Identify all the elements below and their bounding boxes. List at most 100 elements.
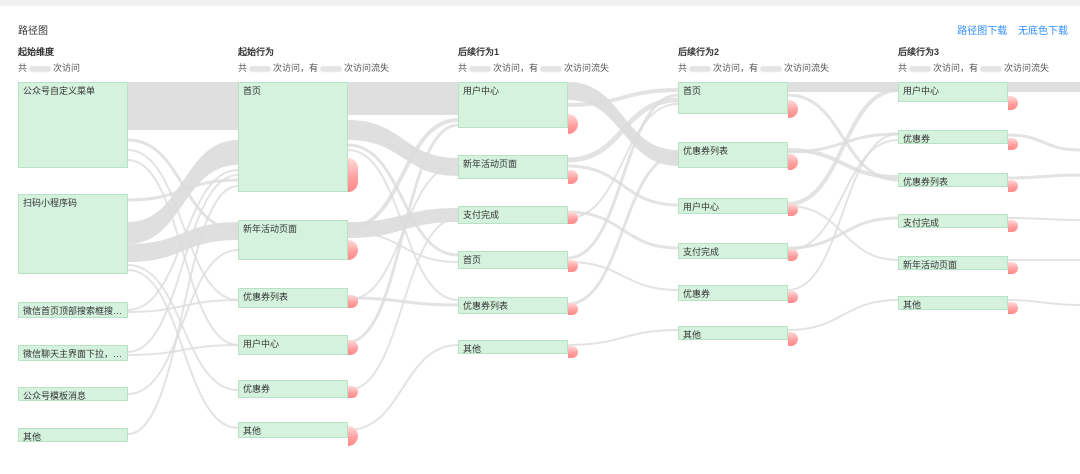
- flow-ribbon: [127, 169, 239, 311]
- flow-ribbon: [1007, 173, 1080, 180]
- flow-ribbon: [567, 93, 679, 260]
- column-summary: 共 次访问: [18, 61, 80, 74]
- summary-text: 次访问: [53, 63, 81, 73]
- loss-marker: [1008, 220, 1018, 232]
- flow-ribbon: [347, 217, 459, 391]
- loss-marker: [568, 212, 578, 224]
- node-c0-3[interactable]: 微信聊天主界面下拉，「最近...: [18, 345, 128, 361]
- node-c1-2[interactable]: 优惠券列表: [238, 288, 348, 308]
- node-c0-2[interactable]: 微信首页顶部搜索框搜索结...: [18, 302, 128, 318]
- node-c3-5[interactable]: 其他: [678, 326, 788, 340]
- masked-value: [320, 65, 343, 72]
- flow-ribbon: [127, 159, 239, 346]
- column-summary: 共 次访问，有 次访问流失: [458, 61, 609, 74]
- column-header-1: 起始行为 共 次访问，有 次访问流失: [238, 45, 389, 74]
- masked-value: [980, 65, 1003, 72]
- summary-text: 次访问流失: [564, 63, 610, 73]
- node-c3-1[interactable]: 优惠券列表: [678, 142, 788, 168]
- node-c0-0[interactable]: 公众号自定义菜单: [18, 82, 128, 168]
- loss-marker: [568, 346, 578, 358]
- node-c2-3[interactable]: 首页: [458, 251, 568, 269]
- flow-ribbon: [127, 149, 239, 301]
- loss-marker: [788, 204, 798, 216]
- flow-ribbon: [567, 329, 679, 346]
- loss-marker: [1008, 96, 1018, 110]
- flow-ribbon: [347, 231, 459, 263]
- loss-marker: [568, 260, 578, 272]
- loss-marker: [348, 295, 358, 308]
- flow-ribbon: [787, 88, 899, 206]
- node-c1-4[interactable]: 优惠券: [238, 380, 348, 398]
- node-c3-0[interactable]: 首页: [678, 82, 788, 114]
- flow-ribbon: [127, 174, 239, 353]
- flow-ribbon: [347, 164, 459, 301]
- flow-ribbon: [787, 148, 899, 179]
- flow-ribbon: [787, 139, 899, 251]
- node-c2-2[interactable]: 支付完成: [458, 206, 568, 224]
- summary-text: 次访问，有: [493, 63, 539, 73]
- loss-marker: [348, 240, 358, 260]
- flow-ribbon: [128, 140, 238, 244]
- node-c4-1[interactable]: 优惠券: [898, 130, 1008, 144]
- column-heading: 起始行为: [238, 47, 275, 57]
- node-c3-3[interactable]: 支付完成: [678, 243, 788, 259]
- summary-text: 共: [458, 63, 468, 73]
- loss-marker: [788, 291, 798, 303]
- node-c3-2[interactable]: 用户中心: [678, 198, 788, 214]
- node-c4-0[interactable]: 用户中心: [898, 82, 1008, 102]
- masked-value: [29, 65, 52, 72]
- flow-ribbon: [128, 82, 238, 130]
- flow-ribbon: [1008, 82, 1080, 92]
- node-c0-1[interactable]: 扫码小程序码: [18, 194, 128, 274]
- loss-marker: [788, 154, 798, 170]
- flow-ribbon: [127, 299, 239, 313]
- loss-marker: [348, 386, 358, 398]
- node-c2-4[interactable]: 优惠券列表: [458, 297, 568, 314]
- node-c0-5[interactable]: 其他: [18, 428, 128, 442]
- summary-text: 次访问，有: [713, 63, 759, 73]
- node-c1-5[interactable]: 其他: [238, 422, 348, 438]
- node-c2-0[interactable]: 用户中心: [458, 82, 568, 128]
- flow-ribbon: [127, 249, 239, 395]
- page-title: 路径图: [18, 26, 48, 37]
- node-c1-0[interactable]: 首页: [238, 82, 348, 192]
- download-links: 路径图下载 无底色下载: [949, 22, 1068, 37]
- flow-ribbon: [787, 299, 899, 331]
- loss-marker: [348, 158, 358, 192]
- node-c1-3[interactable]: 用户中心: [238, 335, 348, 355]
- summary-text: 次访问流失: [784, 63, 830, 73]
- column-heading: 后续行为2: [678, 47, 720, 57]
- summary-text: 次访问流失: [1004, 63, 1050, 73]
- masked-value: [909, 65, 932, 72]
- flow-ribbon: [347, 143, 459, 257]
- loss-marker: [1008, 180, 1018, 192]
- node-c2-5[interactable]: 其他: [458, 340, 568, 354]
- column-header-0: 起始维度 共 次访问: [18, 45, 80, 74]
- flow-ribbon: [347, 149, 459, 301]
- loss-marker: [788, 332, 798, 346]
- loss-marker: [348, 426, 358, 446]
- loss-marker: [1008, 262, 1018, 274]
- node-c4-2[interactable]: 优惠券列表: [898, 173, 1008, 187]
- node-c4-3[interactable]: 支付完成: [898, 214, 1008, 228]
- summary-text: 共: [898, 63, 908, 73]
- flow-ribbon: [1007, 133, 1080, 152]
- summary-text: 次访问流失: [344, 63, 390, 73]
- flow-ribbon: [127, 344, 239, 356]
- column-header-3: 后续行为2 共 次访问，有 次访问流失: [678, 45, 829, 74]
- summary-text: 共: [18, 63, 28, 73]
- loss-marker: [1008, 302, 1018, 314]
- node-c0-4[interactable]: 公众号模板消息: [18, 387, 128, 401]
- flow-ribbon: [347, 118, 459, 230]
- node-c1-1[interactable]: 新年活动页面: [238, 220, 348, 260]
- node-c4-5[interactable]: 其他: [898, 296, 1008, 310]
- flow-ribbon: [567, 153, 679, 306]
- flow-ribbon: [568, 82, 678, 166]
- column-summary: 共 次访问，有 次访问流失: [678, 61, 829, 74]
- download-path-link[interactable]: 路径图下载: [957, 26, 1008, 37]
- download-plain-link[interactable]: 无底色下载: [1018, 26, 1068, 37]
- node-c4-4[interactable]: 新年活动页面: [898, 256, 1008, 270]
- node-c3-4[interactable]: 优惠券: [678, 285, 788, 301]
- node-c2-1[interactable]: 新年活动页面: [458, 155, 568, 179]
